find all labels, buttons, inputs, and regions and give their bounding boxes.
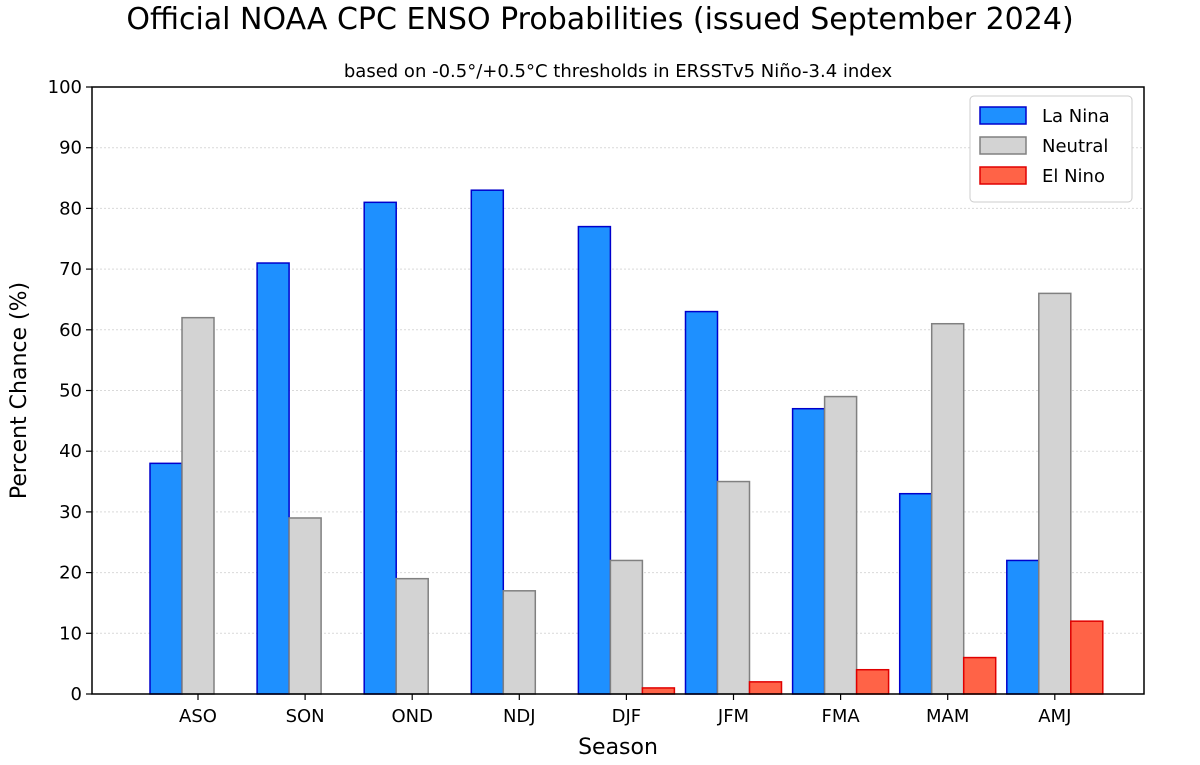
bar-la-nina-aso: [149, 462, 183, 695]
bar-el-nino-mam: [962, 656, 997, 695]
x-tick-label: AMJ: [1038, 706, 1071, 727]
legend-label: Neutral: [1042, 136, 1108, 157]
x-tick-label: OND: [391, 706, 433, 727]
y-tick-label: 40: [59, 441, 82, 462]
x-tick-label: ASO: [179, 706, 217, 727]
y-tick-label: 60: [59, 320, 82, 341]
chart-title: Official NOAA CPC ENSO Probabilities (is…: [126, 2, 1074, 37]
bar-la-nina-ndj: [470, 189, 505, 695]
x-tick-label: JFM: [717, 706, 749, 727]
legend: La Nina Neutral El Nino: [969, 95, 1133, 203]
bar-el-nino-djf: [641, 687, 676, 695]
y-tick-label: 70: [59, 259, 82, 280]
y-tick-label: 0: [71, 684, 82, 705]
legend-swatch: [979, 166, 1027, 185]
bar-la-nina-ond: [363, 201, 397, 695]
x-tick-label: DJF: [612, 706, 642, 727]
y-tick-label: 100: [48, 77, 82, 98]
y-tick-label: 10: [59, 623, 82, 644]
bar-neutral-djf: [609, 559, 644, 695]
y-tick-label: 80: [59, 198, 82, 219]
y-tick-label: 90: [59, 138, 82, 159]
legend-swatch: [979, 106, 1027, 125]
bar-el-nino-amj: [1070, 620, 1104, 695]
bar-neutral-aso: [181, 316, 215, 695]
bar-la-nina-mam: [898, 492, 933, 695]
bar-el-nino-fma: [855, 668, 890, 695]
bar-el-nino-jfm: [748, 681, 783, 695]
x-tick-label: SON: [286, 706, 325, 727]
bar-neutral-son: [288, 517, 322, 695]
y-tick-label: 20: [59, 563, 82, 584]
bar-neutral-jfm: [716, 480, 751, 695]
y-axis-label: Percent Chance (%): [7, 282, 32, 499]
bar-la-nina-jfm: [684, 310, 719, 695]
legend-label: El Nino: [1042, 166, 1105, 187]
x-tick-label: FMA: [821, 706, 860, 727]
bar-neutral-ond: [395, 577, 429, 695]
bar-la-nina-son: [256, 262, 290, 695]
x-tick-label: MAM: [926, 706, 969, 727]
bar-la-nina-djf: [577, 225, 612, 695]
y-tick-label: 30: [59, 502, 82, 523]
ticks: 0 10 20 30 40 50 60 70 80 90 100 ASO SON OND NDJ DJF JFM…: [48, 77, 1072, 727]
chart-subtitle: based on -0.5°/+0.5°C thresholds in ERSS…: [343, 61, 893, 82]
bars: [149, 189, 1104, 695]
legend-swatch: [979, 136, 1027, 155]
bar-neutral-amj: [1038, 292, 1072, 695]
bar-neutral-fma: [823, 395, 858, 695]
bar-la-nina-fma: [791, 407, 826, 695]
legend-label: La Nina: [1042, 106, 1110, 127]
bar-neutral-mam: [930, 322, 965, 695]
x-axis-label: Season: [578, 735, 658, 760]
x-tick-label: NDJ: [503, 706, 536, 727]
y-tick-label: 50: [59, 381, 82, 402]
bar-la-nina-amj: [1006, 559, 1040, 695]
bar-neutral-ndj: [502, 590, 537, 695]
